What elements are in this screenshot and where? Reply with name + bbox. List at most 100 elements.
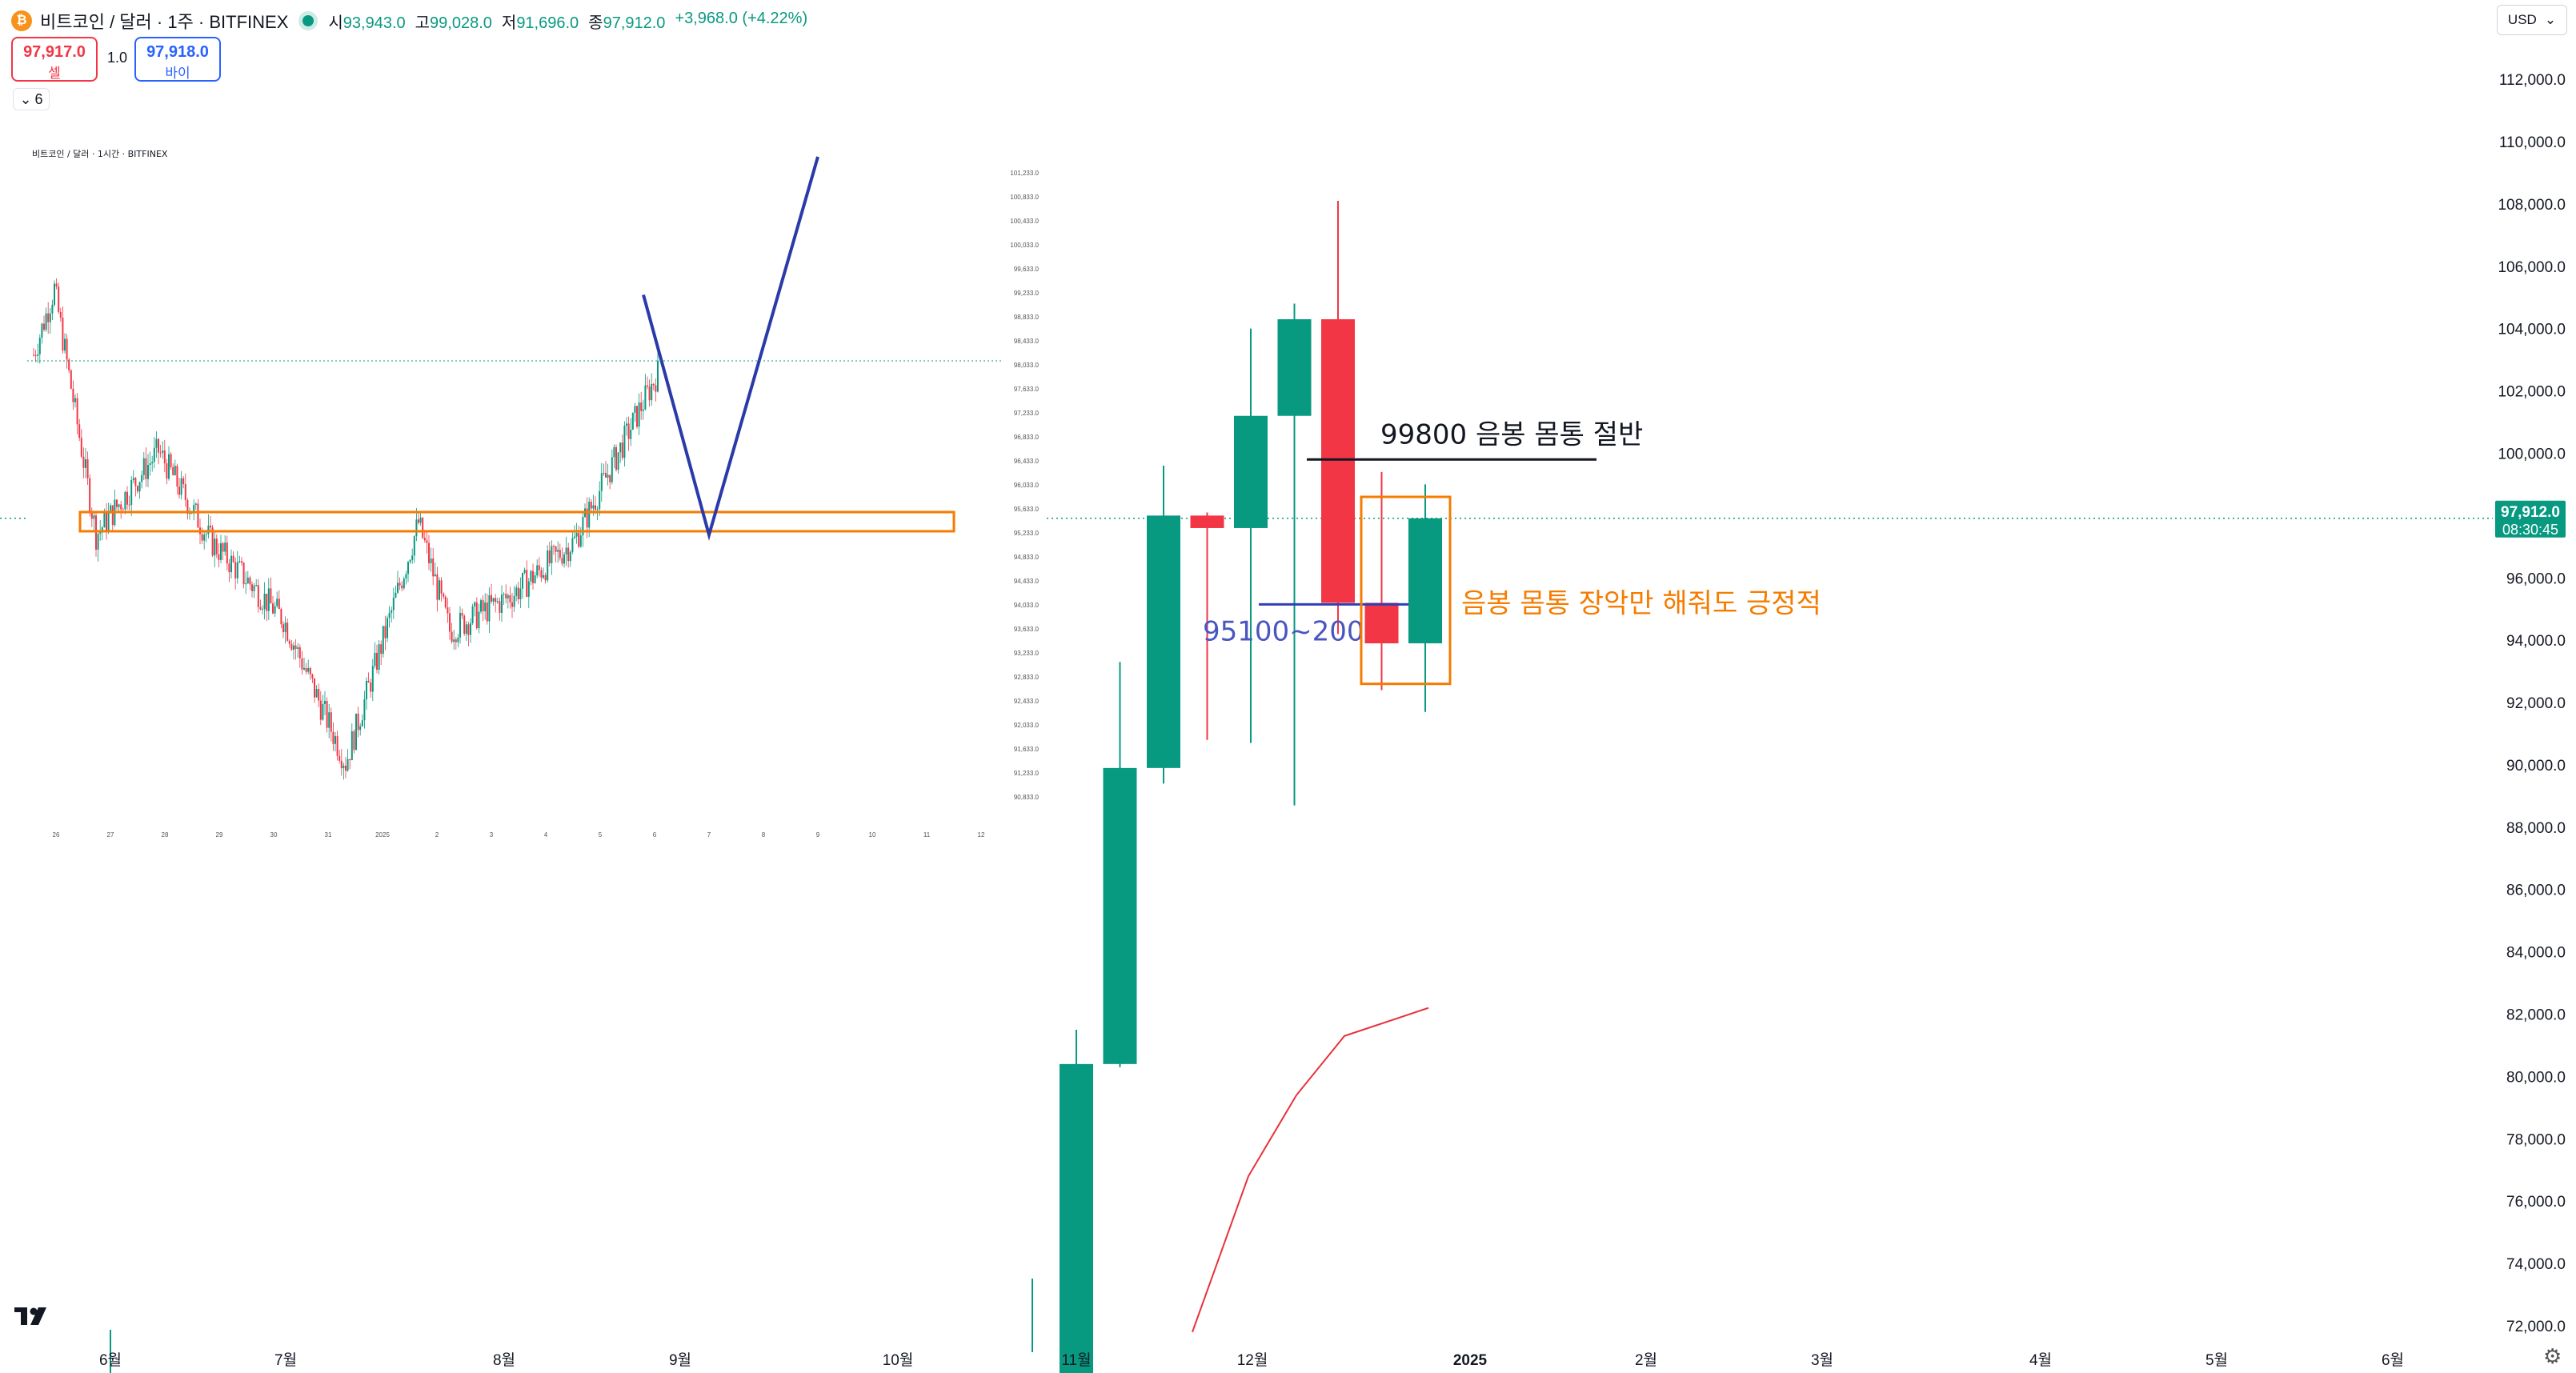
inset-candle (565, 547, 567, 554)
inset-candle (224, 542, 226, 552)
inset-time-tick: 12 (978, 831, 985, 839)
inset-candle (492, 598, 495, 602)
inset-candle (343, 765, 345, 769)
inset-candle (174, 466, 176, 475)
inset-candle (51, 304, 54, 314)
price-tick-label: 76,000.0 (2506, 1194, 2566, 1211)
inset-candle (467, 624, 470, 635)
inset-candle (617, 452, 619, 470)
bull-candle (1234, 415, 1268, 528)
inset-candle (605, 472, 607, 478)
inset-price-tick: 92,833.0 (1014, 674, 1040, 681)
inset-candle (599, 490, 601, 510)
inset-candle (582, 517, 584, 536)
inset-candle (118, 504, 120, 507)
inset-candle (142, 458, 145, 475)
inset-candle (301, 658, 303, 670)
inset-candle (218, 554, 220, 560)
inset-candle (457, 637, 459, 642)
symbol-title[interactable]: 비트코인 / 달러 · 1주 · BITFINEX (40, 12, 289, 32)
inset-candle (392, 597, 395, 610)
price-tick-label: 82,000.0 (2506, 1007, 2566, 1024)
inset-candle (444, 596, 447, 608)
inset-price-tick: 93,633.0 (1014, 626, 1040, 633)
inset-candle (423, 538, 426, 541)
settings-gear-icon[interactable]: ⚙ (2543, 1344, 2562, 1368)
bull-candle (1103, 767, 1137, 1064)
inset-candle (55, 283, 58, 287)
inset-candle (330, 712, 332, 732)
inset-price-tick: 94,433.0 (1014, 578, 1040, 585)
inset-price-tick: 97,233.0 (1014, 410, 1040, 417)
inset-candle (303, 667, 305, 670)
chevron-down-icon: ⌄ (19, 90, 32, 107)
inset-candle (388, 612, 391, 618)
inset-candle (571, 538, 574, 552)
indicators-toggle[interactable]: ⌄ 6 (13, 88, 50, 110)
inset-candle (409, 559, 411, 562)
inset-time-tick: 8 (762, 831, 766, 839)
inset-candle (37, 354, 39, 356)
inset-candle (276, 598, 278, 606)
inset-candle (367, 680, 370, 682)
inset-candle (68, 359, 70, 370)
inset-candle (34, 354, 37, 356)
inset-candle (214, 538, 216, 556)
currency-select[interactable]: USD ⌄ (2497, 5, 2567, 35)
inset-candle (471, 606, 474, 623)
inset-candle (226, 542, 228, 564)
inset-candle (45, 313, 47, 330)
inset-candle (548, 550, 551, 563)
inset-candle (145, 458, 147, 479)
inset-candle (488, 594, 491, 622)
inset-time-tick: 5 (599, 831, 603, 839)
buy-button[interactable]: 97,918.0 바이 (134, 37, 221, 82)
inset-price-tick: 96,033.0 (1014, 482, 1040, 489)
inset-candle (238, 561, 241, 562)
inset-candle (332, 731, 335, 744)
inset-candle (482, 600, 484, 612)
inset-time-tick: 31 (325, 831, 332, 839)
sell-button[interactable]: 97,917.0 셀 (11, 37, 98, 82)
inset-candle (451, 631, 453, 642)
inset-candle (526, 570, 528, 597)
inset-candle (349, 759, 351, 761)
inset-candle (499, 601, 501, 613)
inset-candle (286, 622, 289, 641)
inset-candle (527, 581, 530, 597)
inset-candle (80, 438, 82, 457)
inset-candle (309, 667, 311, 674)
inset-time-tick: 2 (435, 831, 439, 839)
inset-candle (222, 543, 224, 552)
inset-candle (561, 558, 563, 564)
inset-candle (590, 502, 592, 509)
inset-candle (611, 457, 613, 482)
inset-candle (567, 547, 570, 562)
inset-candle (578, 532, 580, 547)
inset-candle (432, 558, 435, 577)
inset-candle (480, 600, 482, 612)
inset-candle (132, 478, 134, 481)
axes: 72,000.0 74,000.0 76,000.0 78,000.0 80,000.0… (99, 72, 2566, 1369)
inset-candle (551, 546, 553, 563)
time-tick-label: 4월 (2029, 1351, 2052, 1369)
inset-candle (501, 594, 503, 613)
inset-candle (251, 584, 253, 591)
inset-candle (134, 478, 137, 486)
inset-candle (186, 500, 189, 514)
symbol-header[interactable]: ₿ 비트코인 / 달러 · 1주 · BITFINEX 시93,943.0 고9… (11, 8, 807, 34)
inset-candle (355, 713, 357, 751)
inset-candle (559, 550, 561, 558)
hourly-inset-chart: 비트코인 / 달러 · 1시간 · BITFINEX 101,233.0 100,8… (27, 144, 1044, 840)
inset-candle (411, 555, 414, 560)
bear-candle (1364, 602, 1399, 644)
inset-price-tick: 96,833.0 (1014, 434, 1040, 441)
inset-candle (95, 515, 97, 550)
inset-candle (210, 525, 211, 528)
inset-candle (638, 402, 640, 427)
tradingview-logo-icon[interactable] (14, 1304, 54, 1328)
inset-time-tick: 4 (544, 831, 548, 839)
inset-candle (170, 454, 172, 467)
inset-time-tick: 3 (490, 831, 494, 839)
